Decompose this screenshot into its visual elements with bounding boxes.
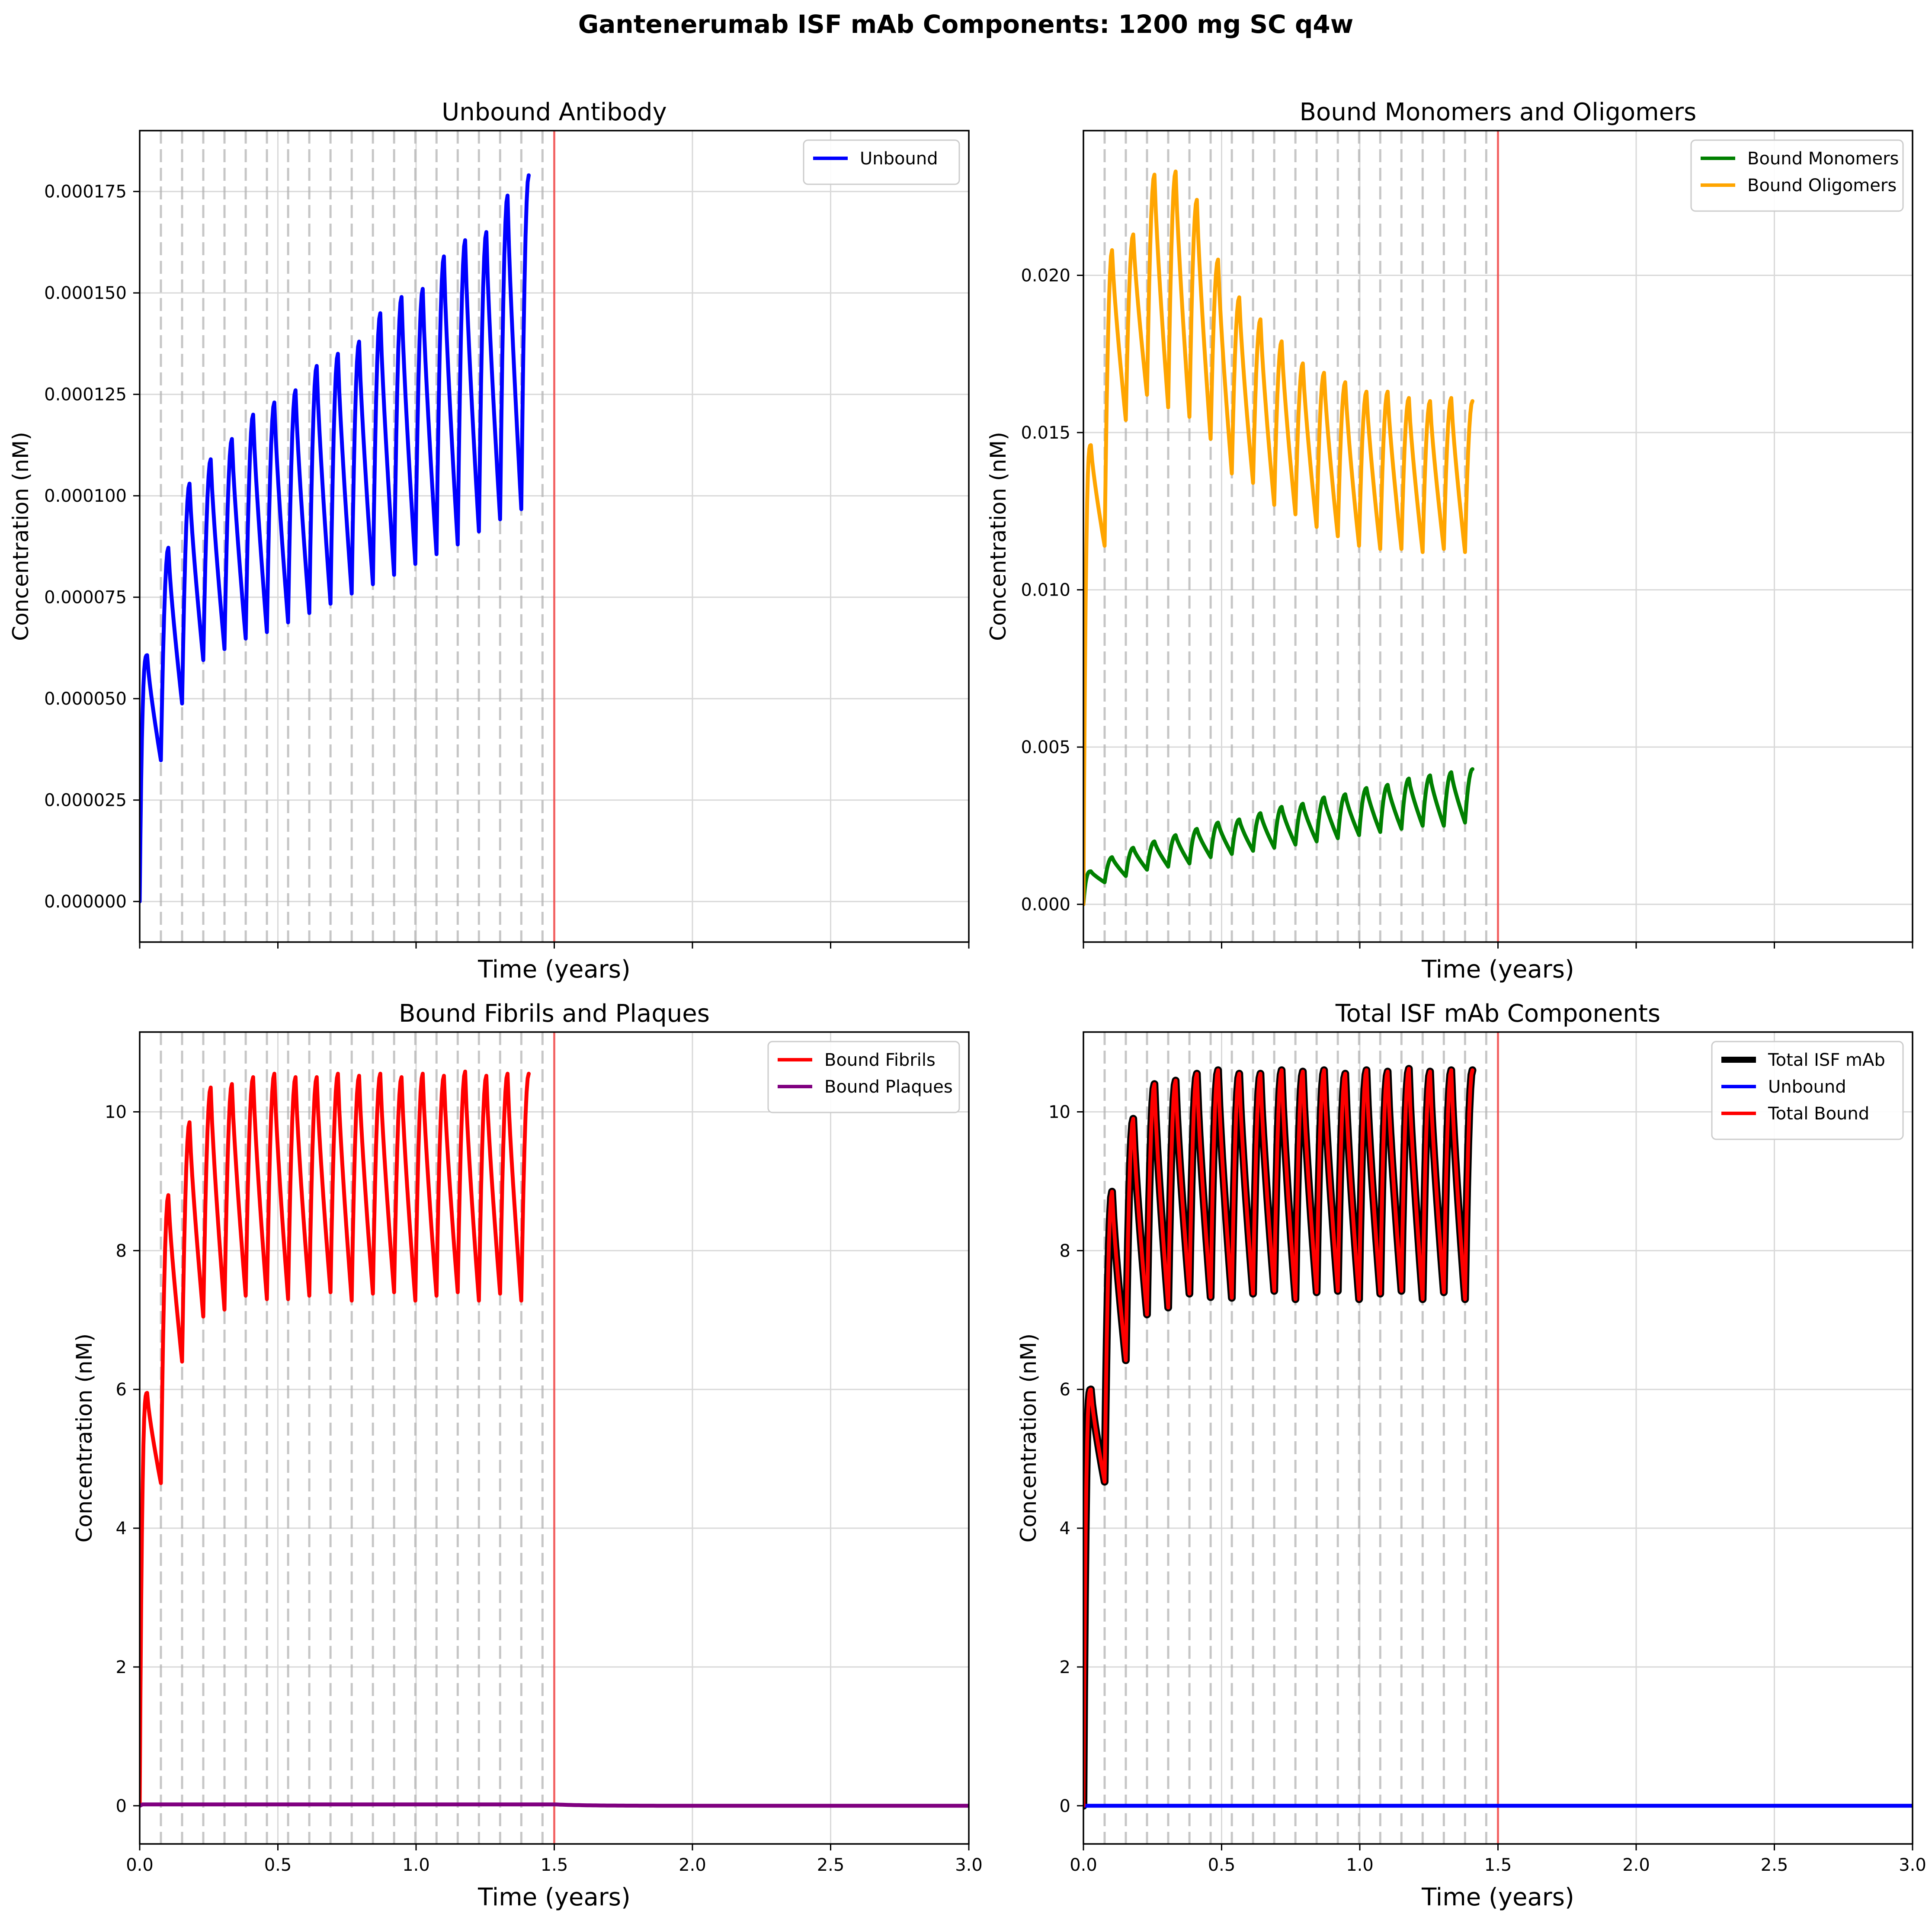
y-tick-label: 8 — [1060, 1241, 1070, 1261]
y-tick-label: 8 — [116, 1241, 127, 1261]
y-tick-label: 0 — [116, 1796, 127, 1816]
x-tick-label: 0.0 — [1070, 1855, 1097, 1875]
y-tick-label: 4 — [1060, 1519, 1070, 1539]
legend-box — [1711, 1041, 1904, 1140]
x-axis-label: Time (years) — [1421, 1883, 1574, 1911]
y-tick-label: 0.000100 — [44, 486, 127, 506]
y-tick-label: 0.000025 — [44, 791, 127, 811]
panel-title: Total ISF mAb Components — [1335, 1000, 1660, 1028]
y-tick-label: 0 — [1060, 1796, 1070, 1816]
y-tick-label: 0.020 — [1021, 266, 1070, 285]
figure-title: Gantenerumab ISF mAb Components: 1200 mg… — [578, 10, 1354, 39]
legend-label: Bound Plaques — [824, 1077, 953, 1097]
legend: Bound Monomers Bound Oligomers — [1690, 139, 1904, 212]
series-line-1 — [140, 173, 531, 904]
legend-box — [1690, 139, 1904, 212]
x-tick-label: 0.0 — [126, 1855, 154, 1875]
legend: Unbound — [803, 139, 960, 185]
chart-panel-3: 0.0 0.5 1.0 1.5 2.0 2.5 3.0 0 2 4 6 8 10 Bound Fibril… — [72, 1000, 983, 1911]
series-line-1 — [1083, 767, 1474, 907]
chart-panel-4: 0.0 0.5 1.0 1.5 2.0 2.5 3.0 0 2 4 6 8 10 Total ISF mA… — [1016, 1000, 1926, 1911]
x-tick-label: 1.0 — [402, 1855, 430, 1875]
y-tick-label: 0.000 — [1021, 895, 1070, 915]
legend-label: Total Bound — [1768, 1104, 1869, 1124]
x-tick-label: 2.5 — [1761, 1855, 1788, 1875]
series-line-1 — [140, 1069, 531, 1808]
y-axis-label: Concentration (nM) — [72, 1334, 97, 1542]
x-tick-label: 0.5 — [264, 1855, 292, 1875]
y-tick-label: 0.005 — [1021, 737, 1070, 757]
legend-box — [767, 1041, 960, 1113]
x-axis-label: Time (years) — [477, 1883, 631, 1911]
y-tick-label: 0.000125 — [44, 385, 127, 405]
x-tick-label: 2.5 — [817, 1855, 845, 1875]
y-tick-label: 6 — [116, 1380, 127, 1400]
series-group — [140, 1069, 969, 1808]
panel-title: Unbound Antibody — [442, 98, 666, 126]
series-line-2 — [140, 1802, 969, 1808]
chart-panel-2: 0.000 0.005 0.010 0.015 0.020 Bound Monomers … — [986, 98, 1913, 984]
legend-label: Bound Fibrils — [824, 1050, 936, 1070]
x-tick-label: 1.5 — [541, 1855, 568, 1875]
legend: Bound Fibrils Bound Plaques — [767, 1041, 960, 1113]
y-tick-label: 0.015 — [1021, 423, 1070, 443]
panel-title: Bound Monomers and Oligomers — [1300, 98, 1697, 126]
y-tick-label: 6 — [1060, 1380, 1070, 1400]
y-tick-label: 0.000075 — [44, 588, 127, 608]
series-group — [1083, 170, 1474, 907]
y-tick-label: 0.000050 — [44, 689, 127, 709]
y-tick-label: 0.000175 — [44, 182, 127, 202]
y-tick-label: 10 — [105, 1102, 127, 1122]
legend: Total ISF mAb Unbound Total Bound — [1711, 1041, 1904, 1140]
legend-label: Unbound — [1768, 1077, 1846, 1097]
y-tick-label: 4 — [116, 1519, 127, 1539]
x-tick-label: 3.0 — [955, 1855, 983, 1875]
y-tick-label: 0.010 — [1021, 580, 1070, 600]
legend-label: Total ISF mAb — [1768, 1050, 1885, 1070]
y-tick-label: 10 — [1048, 1102, 1070, 1122]
y-tick-label: 2 — [1060, 1658, 1070, 1677]
series-group — [140, 173, 531, 904]
legend-label: Bound Monomers — [1747, 149, 1899, 169]
y-tick-label: 2 — [116, 1658, 127, 1677]
x-tick-label: 1.0 — [1346, 1855, 1374, 1875]
x-tick-label: 1.5 — [1484, 1855, 1512, 1875]
panel-title: Bound Fibrils and Plaques — [399, 1000, 710, 1028]
series-group — [1083, 1065, 1913, 1810]
legend-label: Unbound — [860, 149, 938, 169]
y-axis-label: Concentration (nM) — [1016, 1334, 1041, 1542]
x-axis-label: Time (years) — [1421, 955, 1574, 984]
legend-box — [803, 139, 960, 185]
chart-panel-1: 0.000000 0.000025 0.000050 0.000075 0.000100… — [8, 98, 970, 984]
y-axis-label: Concentration (nM) — [986, 432, 1011, 641]
y-axis-label: Concentration (nM) — [8, 432, 33, 641]
x-axis-label: Time (years) — [477, 955, 631, 984]
legend-label: Bound Oligomers — [1747, 176, 1897, 196]
x-tick-label: 0.5 — [1208, 1855, 1236, 1875]
x-tick-label: 2.0 — [1622, 1855, 1650, 1875]
series-line-3 — [1083, 1067, 1474, 1808]
x-tick-label: 2.0 — [679, 1855, 706, 1875]
x-tick-label: 3.0 — [1899, 1855, 1926, 1875]
series-line-2 — [1083, 170, 1474, 907]
y-tick-label: 0.000000 — [44, 892, 127, 912]
y-tick-label: 0.000150 — [44, 283, 127, 303]
